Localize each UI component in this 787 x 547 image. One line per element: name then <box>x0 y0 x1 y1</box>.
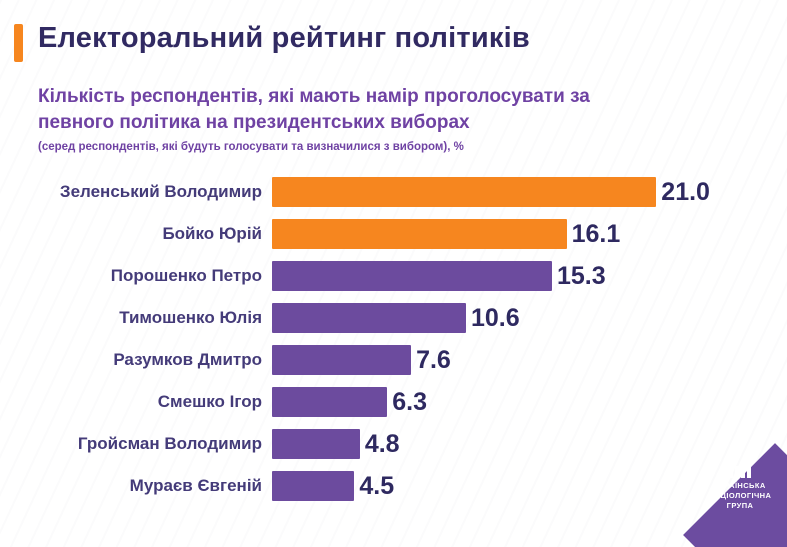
value-label: 10.6 <box>470 303 520 332</box>
chart-row: Мураєв Євгеній 4.5 <box>38 465 778 507</box>
category-label: Разумков Дмитро <box>113 350 262 369</box>
category-label: Порошенко Петро <box>110 266 262 285</box>
title-accent-bar <box>14 24 23 62</box>
value-label: 4.5 <box>359 471 395 500</box>
chart-row: Бойко Юрій 16.1 <box>38 213 778 255</box>
category-label: Смешко Ігор <box>157 392 262 411</box>
bar <box>272 429 360 459</box>
chart-row: Смешко Ігор 6.3 <box>38 381 778 423</box>
value-label: 6.3 <box>392 387 428 416</box>
bar <box>272 219 567 249</box>
value-label: 21.0 <box>661 177 710 206</box>
bar <box>272 177 657 207</box>
value-label: 7.6 <box>416 345 451 374</box>
value-label: 16.1 <box>571 219 621 248</box>
value-label: 4.8 <box>364 429 400 458</box>
chart-row: Гройсман Володимир 4.8 <box>38 423 778 465</box>
logo-text-line3: ГРУПА <box>726 500 754 510</box>
value-label: 15.3 <box>556 261 606 290</box>
bar-chart: Зеленський Володимир 21.0 Бойко Юрій 16.1 По… <box>38 171 778 507</box>
header: Електоральний рейтинг політиків <box>14 22 530 62</box>
chart-row: Зеленський Володимир 21.0 <box>38 171 778 213</box>
logo-bars-icon <box>729 458 751 478</box>
chart-row: Разумков Дмитро 7.6 <box>38 339 778 381</box>
chart-row: Тимошенко Юлія 10.6 <box>38 297 778 339</box>
category-label: Зеленський Володимир <box>59 182 262 201</box>
category-label: Мураєв Євгеній <box>129 476 262 495</box>
category-label: Бойко Юрій <box>162 224 262 243</box>
logo-text-line1: УКРАЇНСЬКА <box>714 481 766 490</box>
chart-row: Порошенко Петро 15.3 <box>38 255 778 297</box>
logo-text-line2: СОЦІОЛОГІЧНА <box>708 490 772 500</box>
bar <box>272 261 552 291</box>
bar <box>272 387 388 417</box>
category-label: Тимошенко Юлія <box>119 308 262 327</box>
chart-subtitle: Кількість респондентів, які мають намір … <box>38 84 718 135</box>
chart-subtitle-line2: певного політика на президентських вибор… <box>38 111 470 133</box>
chart-note: (серед респондентів, які будуть голосува… <box>38 141 464 153</box>
bar <box>272 303 466 333</box>
category-label: Гройсман Володимир <box>77 434 262 453</box>
bar <box>272 471 355 501</box>
chart-subtitle-line1: Кількість респондентів, які мають намір … <box>38 86 590 107</box>
page-title: Електоральний рейтинг політиків <box>38 22 530 54</box>
logo: УКРАЇНСЬКА СОЦІОЛОГІЧНА ГРУПА <box>693 456 787 510</box>
bar <box>272 345 412 375</box>
